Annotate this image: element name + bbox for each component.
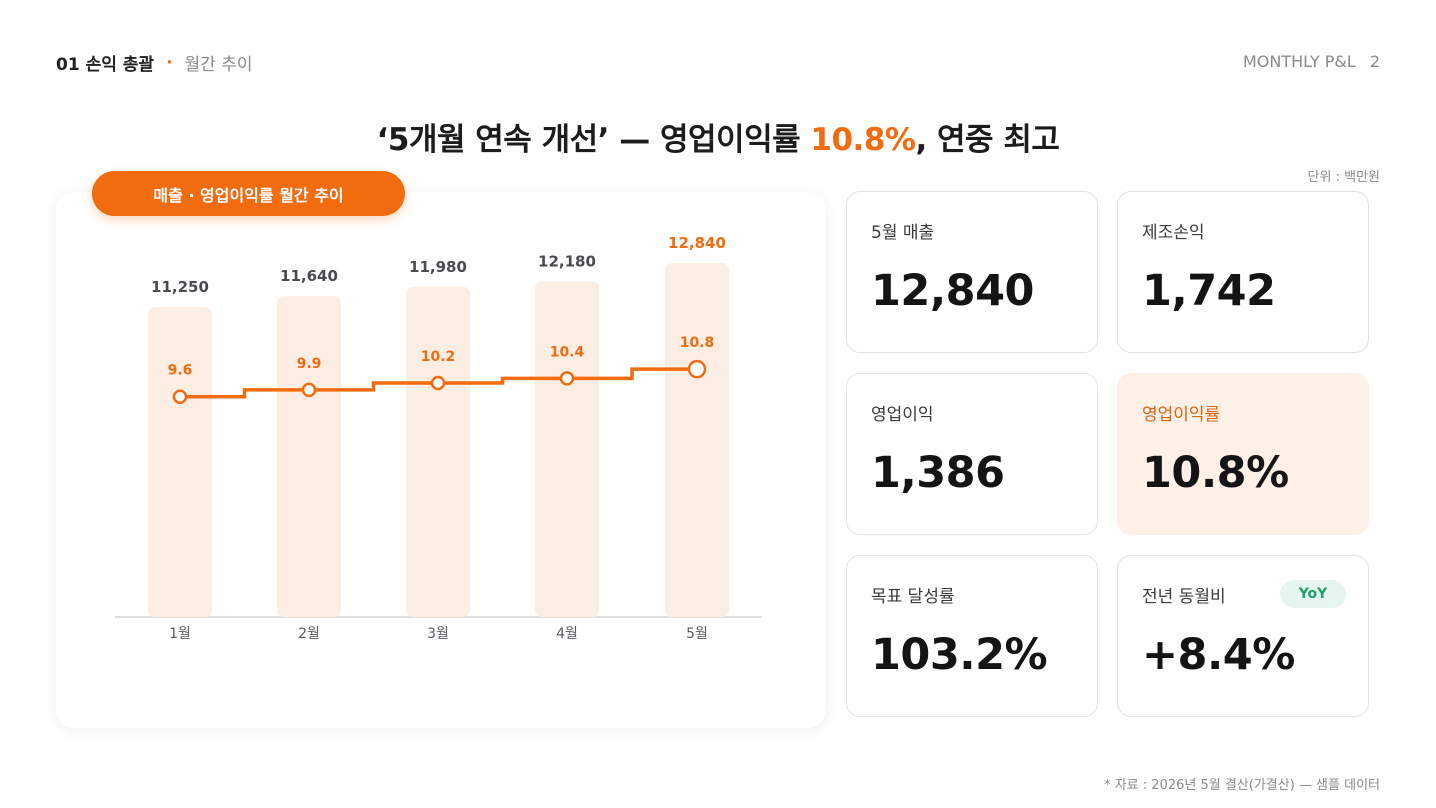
x-tick-label: 5월 (686, 626, 708, 642)
x-tick-label: 2월 (298, 626, 320, 642)
revenue-data-label: 11,640 (280, 267, 338, 285)
headline-highlight: 10.8% (810, 122, 916, 158)
kpi-card-manufacturing-profit: 제조손익 1,742 (1117, 191, 1369, 353)
kpi-label: 영업이익 (871, 405, 934, 425)
kpi-label: 5월 매출 (871, 223, 935, 243)
margin-data-label: 10.8 (680, 335, 715, 351)
revenue-data-label: 11,250 (151, 278, 209, 296)
kpi-value: 1,386 (871, 448, 1005, 498)
revenue-bar (535, 281, 599, 617)
kpi-label: 영업이익률 (1142, 405, 1221, 425)
kpi-value: +8.4% (1142, 630, 1295, 680)
kpi-label: 목표 달성률 (871, 587, 955, 607)
kpi-label: 제조손익 (1142, 223, 1205, 243)
margin-data-label: 9.9 (297, 356, 322, 372)
kpi-card-target-achievement: 목표 달성률 103.2% (846, 555, 1098, 717)
revenue-bar (148, 306, 212, 617)
kpi-value: 10.8% (1142, 448, 1289, 498)
revenue-bar (406, 286, 470, 617)
margin-point (301, 382, 317, 398)
margin-point (687, 359, 707, 379)
x-tick-label: 4월 (556, 626, 578, 642)
margin-data-label: 10.2 (421, 349, 456, 365)
margin-data-label: 10.4 (550, 344, 585, 360)
margin-data-label: 9.6 (168, 363, 193, 379)
section-subtitle: 월간 추이 (184, 55, 253, 75)
x-tick-label: 3월 (427, 626, 449, 642)
source-footnote: * 자료 : 2026년 5월 결산(가결산) — 샘플 데이터 (1104, 778, 1380, 793)
kpi-card-may-revenue: 5월 매출 12,840 (846, 191, 1098, 353)
kpi-card-operating-margin: 영업이익률 10.8% (1117, 373, 1369, 535)
page-meta: MONTHLY P&L 2 (1243, 52, 1380, 71)
kpi-label: 전년 동월비 (1142, 587, 1226, 607)
kpi-value: 103.2% (871, 630, 1048, 680)
revenue-data-label: 12,180 (538, 252, 596, 270)
kpi-value: 12,840 (871, 266, 1034, 316)
kpi-card-yoy: 전년 동월비 YoY +8.4% (1117, 555, 1369, 717)
headline-prefix: ‘5개월 연속 개선’ — 영업이익률 (376, 122, 811, 158)
header-separator: · (166, 52, 173, 73)
unit-label: 단위 : 백만원 (1307, 170, 1380, 185)
x-tick-label: 1월 (169, 626, 191, 642)
margin-point (172, 389, 188, 404)
headline-suffix: , 연중 최고 (915, 122, 1060, 158)
revenue-bar (277, 296, 341, 617)
section-title: 01 손익 총괄 (56, 55, 155, 75)
section-header: 01 손익 총괄 · 월간 추이 (56, 50, 253, 76)
kpi-value: 1,742 (1142, 266, 1276, 316)
chart-title-pill: 매출 · 영업이익률 월간 추이 (92, 171, 405, 216)
revenue-data-label: 12,840 (668, 234, 726, 252)
margin-point (430, 375, 446, 391)
kpi-card-operating-profit: 영업이익 1,386 (846, 373, 1098, 535)
revenue-data-label: 11,980 (409, 258, 467, 276)
revenue-bar (665, 263, 729, 617)
slide-headline: ‘5개월 연속 개선’ — 영업이익률 10.8%, 연중 최고 (0, 114, 1436, 159)
deck-label: MONTHLY P&L (1242, 52, 1356, 71)
page-number: 2 (1369, 52, 1380, 71)
yoy-badge: YoY (1280, 580, 1346, 608)
margin-point (559, 371, 575, 386)
